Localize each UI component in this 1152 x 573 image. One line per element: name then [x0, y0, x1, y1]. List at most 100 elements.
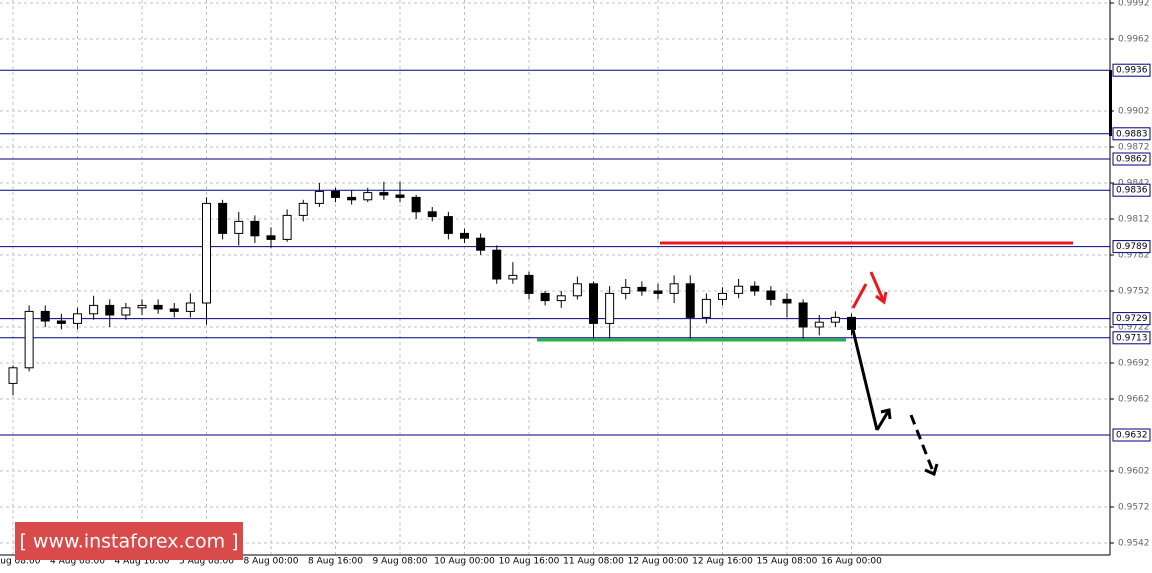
candle-body	[847, 316, 856, 330]
candle-body	[105, 304, 115, 316]
scroll-marker	[1109, 70, 1112, 136]
level-label: 0.9729	[1116, 314, 1148, 324]
candle-body	[524, 274, 534, 294]
arrow	[851, 329, 879, 431]
candle-body	[395, 194, 405, 198]
candle-body	[266, 235, 276, 240]
level-label-box	[1112, 240, 1151, 254]
candle-body	[814, 321, 824, 328]
candle-body	[282, 214, 292, 240]
level-label: 0.9836	[1116, 186, 1148, 196]
x-tick-label: 4 Aug 16:00	[115, 557, 170, 567]
arrows	[851, 271, 939, 477]
level-label: 0.9713	[1116, 333, 1148, 343]
levels	[0, 69, 1110, 436]
y-tick-label: 0.9842	[1118, 179, 1150, 189]
candle-body	[830, 316, 840, 323]
candle-body	[331, 190, 340, 198]
arrow	[869, 271, 886, 303]
candle-body	[621, 286, 631, 294]
candle-body	[669, 283, 679, 294]
x-tick-label: 16 Aug 00:00	[821, 557, 882, 567]
candle-body	[508, 274, 518, 280]
candles	[8, 181, 856, 396]
y-tick-label: 0.9602	[1118, 467, 1150, 477]
level-label: 0.9936	[1116, 66, 1148, 76]
x-tick-label: 8 Aug 00:00	[244, 557, 299, 567]
candle-body	[40, 310, 50, 322]
candle-body	[137, 304, 147, 309]
y-tick-label: 0.9812	[1118, 215, 1150, 225]
candle-body	[460, 232, 469, 239]
candle-body	[8, 367, 18, 384]
arrow-head	[924, 463, 939, 477]
y-tick-label: 0.9692	[1118, 359, 1150, 369]
x-tick-label: 15 Aug 08:00	[757, 557, 818, 567]
candle-body	[701, 298, 711, 318]
y-tick-label: 0.9992	[1118, 0, 1150, 9]
x-tick-label: 12 Aug 16:00	[692, 557, 753, 567]
watermark: [ www.instaforex.com ]	[15, 522, 243, 560]
y-tick-label: 0.9782	[1118, 251, 1150, 261]
candle-body	[250, 220, 260, 237]
candle-body	[492, 249, 502, 280]
candle-body	[185, 302, 195, 312]
candle-body	[718, 292, 727, 300]
candle-body	[427, 211, 437, 218]
x-tick-label: 12 Aug 00:00	[628, 557, 689, 567]
candle-body	[734, 285, 744, 294]
level-label-box	[1112, 183, 1151, 197]
y-tick-label: 0.9962	[1118, 35, 1150, 45]
x-tick-label: 11 Aug 08:00	[563, 557, 624, 567]
watermark-text: [ www.instaforex.com ]	[19, 531, 238, 553]
candle-body	[153, 304, 163, 310]
candle-body	[121, 307, 131, 316]
arrow-head	[880, 408, 892, 420]
candle-body	[202, 202, 211, 304]
arrow	[909, 414, 936, 475]
y-tick-label: 0.9872	[1118, 143, 1150, 153]
candle-body	[56, 320, 66, 324]
candle-body	[572, 283, 582, 297]
candle-body	[798, 302, 808, 328]
candle-body	[89, 304, 99, 315]
x-tick-label: 10 Aug 00:00	[434, 557, 495, 567]
candle-body	[589, 283, 598, 324]
candle-body	[347, 196, 357, 201]
level-label-box	[1112, 152, 1151, 166]
candle-body	[476, 237, 486, 251]
candle-body	[653, 290, 663, 294]
x-tick-label: 5 Aug 08:00	[179, 557, 234, 567]
y-tick-label: 0.9542	[1118, 539, 1150, 549]
y-tick-label: 0.9662	[1118, 395, 1150, 405]
candle-body	[234, 220, 244, 234]
candle-body	[24, 310, 34, 369]
level-label: 0.9632	[1116, 431, 1148, 441]
x-tick-label: 8 Aug 16:00	[308, 557, 363, 567]
arrow	[875, 409, 891, 431]
level-label-box	[1112, 331, 1151, 345]
candle-body	[298, 202, 308, 216]
candle-body	[73, 313, 82, 324]
x-tick-label: 9 Aug 08:00	[373, 557, 428, 567]
arrow-head	[875, 291, 888, 305]
candle-body	[556, 295, 566, 302]
level-label-box	[1112, 127, 1151, 141]
candle-body	[218, 202, 228, 234]
candle-body	[685, 283, 695, 318]
candle-body	[750, 285, 760, 292]
y-tick-label: 0.9722	[1118, 323, 1150, 333]
y-tick-label: 0.9902	[1118, 107, 1150, 117]
candle-body	[314, 190, 324, 204]
level-label-box	[1112, 63, 1151, 77]
candle-body	[379, 192, 389, 196]
candle-body	[766, 290, 776, 300]
candle-body	[443, 216, 453, 234]
candle-body	[605, 292, 615, 324]
candle-body	[637, 286, 647, 292]
x-tick-label: 10 Aug 16:00	[499, 557, 560, 567]
x-tick-label: 3 Aug 08:00	[0, 557, 41, 567]
candle-body	[411, 196, 421, 213]
